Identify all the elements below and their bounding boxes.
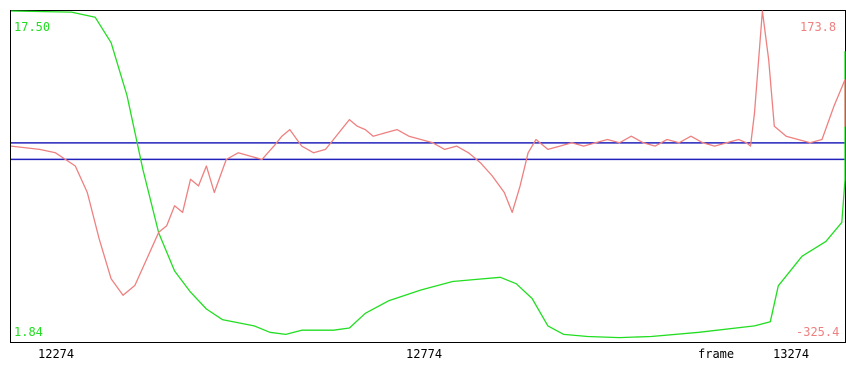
left-axis-max-label: 17.50 — [14, 20, 51, 34]
x-tick-label-last: 13274 — [773, 347, 810, 361]
right-axis-min-label: -325.4 — [796, 325, 840, 339]
plot-frame — [10, 10, 846, 343]
series-line-right-axis — [10, 10, 846, 296]
series-line-left-axis — [10, 10, 846, 339]
left-axis-min-label: 1.84 — [14, 325, 43, 339]
right-axis-max-label: 173.8 — [800, 20, 837, 34]
x-axis-name: frame — [698, 347, 735, 361]
x-tick-label-middle: 12774 — [406, 347, 443, 361]
x-tick-label-first: 12274 — [38, 347, 75, 361]
